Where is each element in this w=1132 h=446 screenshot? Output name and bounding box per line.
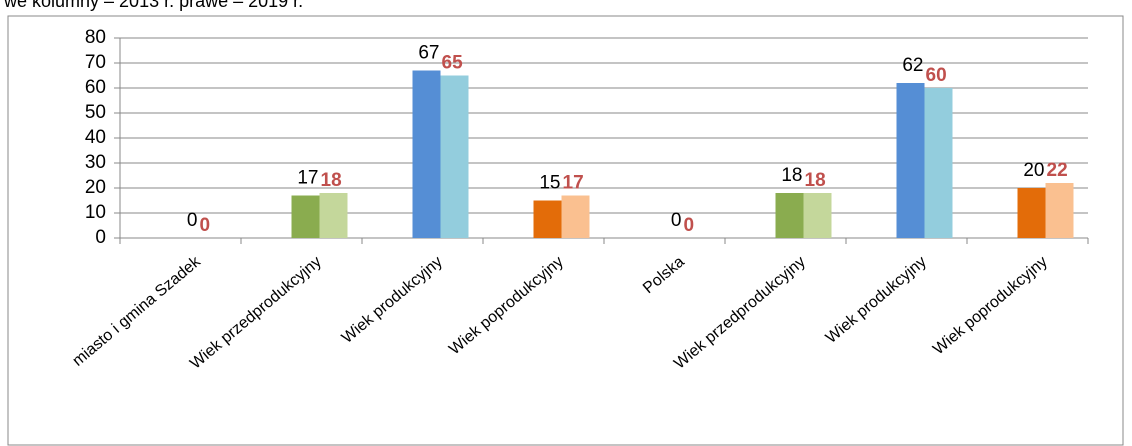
data-label: 20 [1023, 160, 1044, 181]
data-label: 60 [926, 65, 947, 86]
data-label: 0 [200, 215, 211, 236]
y-tick-label: 70 [85, 52, 106, 73]
bar [533, 200, 562, 238]
x-tick-label: Wiek przedprodukcyjny [671, 253, 809, 372]
bar [1017, 188, 1046, 238]
x-tick-label: Wiek przedprodukcyjny [187, 253, 325, 372]
data-label: 17 [297, 168, 318, 189]
bar [803, 193, 832, 238]
bar [561, 195, 590, 238]
y-tick-label: 50 [85, 102, 106, 123]
data-label: 0 [671, 210, 682, 231]
data-label: 67 [418, 43, 439, 64]
bar [775, 193, 804, 238]
data-label: 15 [539, 173, 560, 194]
data-label: 0 [684, 215, 695, 236]
y-tick-label: 0 [95, 227, 106, 248]
x-tick-label: Wiek produkcyjny [339, 253, 446, 347]
data-label: 0 [187, 210, 198, 231]
bar [412, 70, 441, 238]
bar [319, 193, 348, 238]
data-label: 65 [442, 53, 464, 74]
y-tick-label: 30 [85, 152, 106, 173]
chart-frame [7, 15, 1124, 446]
data-label: 62 [902, 55, 923, 76]
x-tick-label: Polska [640, 253, 688, 297]
data-label: 17 [563, 173, 584, 194]
y-tick-label: 40 [85, 127, 106, 148]
data-label: 18 [781, 165, 802, 186]
bar [896, 83, 925, 238]
data-label: 18 [321, 170, 342, 191]
chart-title: we kolumny – 2013 r. prawe – 2019 r. [3, 0, 303, 11]
bar [924, 88, 953, 238]
data-label: 18 [805, 170, 826, 191]
y-tick-label: 60 [85, 77, 106, 98]
x-tick-label: miasto i gmina Szadek [70, 253, 205, 370]
data-label: 22 [1047, 160, 1068, 181]
bar [291, 195, 320, 238]
x-tick-label: Wiek produkcyjny [823, 253, 930, 347]
y-tick-label: 10 [85, 202, 106, 223]
bar [1045, 183, 1074, 238]
y-tick-label: 80 [85, 27, 106, 48]
x-tick-label: Wiek poprodukcyjny [446, 253, 567, 358]
x-tick-label: Wiek poprodukcyjny [930, 253, 1051, 358]
bar [440, 75, 469, 238]
y-tick-label: 20 [85, 177, 106, 198]
